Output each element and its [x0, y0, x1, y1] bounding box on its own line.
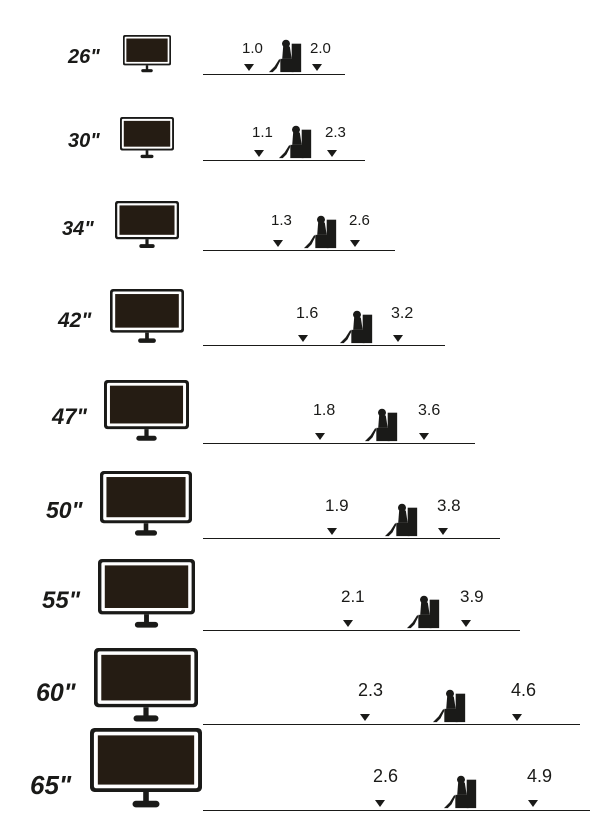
tv-icon — [100, 471, 192, 543]
seated-person-icon — [267, 38, 305, 79]
distance-baseline — [203, 443, 475, 444]
tv-icon — [123, 35, 171, 79]
max-distance-label: 3.2 — [391, 305, 413, 323]
tv-icon — [120, 117, 174, 165]
distance-baseline — [203, 630, 520, 631]
max-distance-marker-icon — [350, 240, 360, 247]
tv-icon — [110, 289, 184, 350]
tv-size-row: 55" 2.1 3.9 — [0, 561, 608, 651]
tv-icon — [98, 559, 195, 635]
distance-baseline — [203, 250, 395, 251]
tv-size-label: 30" — [68, 130, 100, 153]
min-distance-label: 1.9 — [325, 496, 349, 516]
min-distance-marker-icon — [360, 714, 370, 721]
distance-baseline — [203, 724, 580, 725]
max-distance-marker-icon — [461, 620, 471, 627]
min-distance-label: 1.6 — [296, 305, 318, 323]
min-distance-marker-icon — [254, 150, 264, 157]
max-distance-marker-icon — [312, 64, 322, 71]
tv-size-label: 26" — [68, 46, 100, 69]
max-distance-label: 4.6 — [511, 680, 536, 701]
min-distance-label: 2.1 — [341, 587, 365, 607]
tv-size-row: 50" 1.9 3.8 — [0, 473, 608, 563]
max-distance-marker-icon — [512, 714, 522, 721]
min-distance-label: 1.1 — [252, 124, 273, 141]
max-distance-label: 2.6 — [349, 212, 370, 229]
tv-size-row: 30" 1.1 2.3 — [0, 110, 608, 200]
seated-person-icon — [431, 688, 469, 729]
min-distance-marker-icon — [315, 433, 325, 440]
min-distance-label: 2.6 — [373, 766, 398, 787]
tv-size-label: 42" — [58, 309, 91, 333]
tv-size-row: 26" 1.0 2.0 — [0, 26, 608, 116]
max-distance-label: 4.9 — [527, 766, 552, 787]
seated-person-icon — [442, 774, 480, 815]
max-distance-label: 3.9 — [460, 587, 484, 607]
min-distance-marker-icon — [298, 335, 308, 342]
max-distance-marker-icon — [327, 150, 337, 157]
tv-icon — [94, 648, 198, 729]
min-distance-marker-icon — [273, 240, 283, 247]
tv-size-label: 60" — [36, 679, 76, 708]
min-distance-marker-icon — [375, 800, 385, 807]
tv-size-row: 47" 1.8 3.6 — [0, 380, 608, 470]
min-distance-label: 1.3 — [271, 212, 292, 229]
max-distance-label: 3.6 — [418, 402, 440, 420]
tv-size-label: 47" — [52, 404, 87, 430]
max-distance-label: 2.3 — [325, 124, 346, 141]
distance-baseline — [203, 538, 500, 539]
min-distance-label: 2.3 — [358, 680, 383, 701]
tv-icon — [104, 380, 189, 448]
min-distance-marker-icon — [327, 528, 337, 535]
tv-size-row: 34" 1.3 2.6 — [0, 196, 608, 286]
min-distance-label: 1.0 — [242, 40, 263, 57]
tv-icon — [115, 201, 179, 255]
tv-size-label: 34" — [62, 218, 94, 241]
max-distance-marker-icon — [438, 528, 448, 535]
tv-size-row: 65" 2.6 4.9 — [0, 742, 608, 832]
tv-size-label: 55" — [42, 587, 80, 615]
tv-icon — [90, 728, 202, 815]
min-distance-marker-icon — [343, 620, 353, 627]
max-distance-marker-icon — [528, 800, 538, 807]
max-distance-marker-icon — [393, 335, 403, 342]
seated-person-icon — [302, 214, 340, 255]
max-distance-label: 2.0 — [310, 40, 331, 57]
min-distance-marker-icon — [244, 64, 254, 71]
tv-size-label: 50" — [46, 497, 83, 524]
tv-size-label: 65" — [30, 770, 71, 801]
min-distance-label: 1.8 — [313, 402, 335, 420]
seated-person-icon — [277, 124, 315, 165]
seated-person-icon — [363, 407, 401, 448]
max-distance-label: 3.8 — [437, 496, 461, 516]
distance-baseline — [203, 345, 445, 346]
max-distance-marker-icon — [419, 433, 429, 440]
tv-size-row: 42" 1.6 3.2 — [0, 287, 608, 377]
seated-person-icon — [405, 594, 443, 635]
seated-person-icon — [383, 502, 421, 543]
distance-baseline — [203, 810, 590, 811]
seated-person-icon — [338, 309, 376, 350]
